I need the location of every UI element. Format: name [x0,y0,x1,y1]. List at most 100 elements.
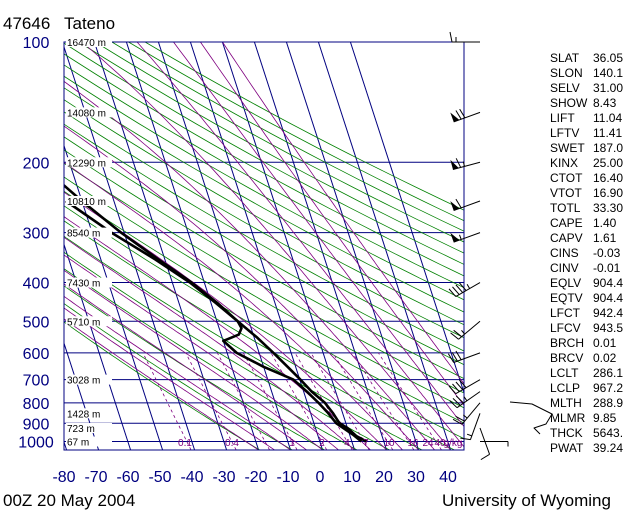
index-name: SLAT [550,51,580,65]
mixing-ratio-label: 4 [344,438,350,449]
index-name: CINS [550,246,579,260]
wind-barb [479,427,491,461]
height-label-bg [66,107,112,118]
moist-adiabat [136,42,464,448]
wind-barb [460,413,481,441]
isotherm-line [317,42,452,450]
pressure-tick-label: 600 [23,346,50,363]
index-value: 187.0 [593,141,623,155]
wind-barb [450,198,481,212]
pressure-tick-label: 700 [23,373,50,390]
moist-adiabat [64,307,275,450]
height-label: 723 m [67,424,95,435]
moist-adiabat [64,80,435,450]
height-label-bg [66,316,112,327]
dry-adiabat [64,176,464,409]
index-value: 31.00 [593,81,623,95]
temperature-line [64,183,368,443]
height-label: 7430 m [67,279,100,290]
wind-barb [450,158,481,171]
mixing-ratio-line [270,352,328,450]
moist-adiabat [81,42,451,450]
mixing-ratio-label: 1 [289,438,295,449]
sounding-profiles [64,183,368,443]
dry-adiabat [64,149,464,380]
height-label-bg [66,227,112,238]
isotherm-line [189,42,324,450]
isotherm-line [64,45,196,450]
isotherm-line [64,144,164,450]
temperature-tick-label: 30 [407,469,425,486]
index-value: 16.90 [593,186,623,200]
index-value: 286.1 [593,366,623,380]
temperature-tick-label: 0 [316,469,325,486]
dry-adiabat [64,220,455,450]
height-label-bg [66,277,112,288]
moist-adiabat [64,318,259,450]
mixing-ratio-label: 16 [407,438,419,449]
index-value: 11.41 [593,126,622,140]
pressure-tick-label: 500 [23,314,50,331]
mixing-ratio-line [294,352,353,450]
index-name: LFTV [550,126,579,140]
wind-barb [449,391,481,409]
temperature-tick-label: -30 [212,469,235,486]
height-label: 16470 m [67,38,106,49]
index-value: 25.00 [593,156,623,170]
dry-adiabat [64,42,464,265]
index-name: LCLT [550,366,579,380]
index-name: BRCH [550,336,584,350]
wind-barb [447,350,481,363]
wind-barb [480,441,509,447]
index-name: MLMR [550,411,586,425]
index-name: CAPE [550,216,583,230]
index-name: LCLP [550,381,580,395]
station-id: 47646 [3,14,51,33]
mixing-ratio-label: 2 [319,438,325,449]
index-value: 140.1 [593,66,623,80]
temperature-tick-label: 10 [343,469,361,486]
wind-barb [448,282,481,297]
dry-adiabat [95,42,464,243]
dry-adiabat [64,136,464,366]
moist-adiabat [200,42,464,407]
index-value: 0.01 [593,336,617,350]
index-value: 9.85 [593,411,617,425]
dry-adiabat [64,87,464,313]
height-label: 8540 m [67,229,100,240]
moist-adiabat [64,125,419,450]
height-label: 3028 m [67,376,100,387]
dry-adiabat [128,42,464,222]
mixing-ratio-line [185,352,237,450]
index-name: EQLV [550,276,581,290]
height-label-bg [66,408,112,419]
index-name: VTOT [550,186,582,200]
index-value: 33.30 [593,201,623,215]
height-label-bg [66,436,112,447]
height-label-bg [66,374,112,385]
dry-adiabat [64,64,464,289]
temperature-tick-label: -80 [52,469,75,486]
dry-adiabat [64,75,464,301]
height-label: 14080 m [67,108,106,119]
indices-table: SLAT 36.05 SLON 140.1 SELV 31.00 SHOW 8.43 LIFT 1… [550,51,623,455]
dry-adiabat [64,235,423,450]
wind-barb [450,320,481,340]
hodograph [509,401,553,435]
dry-adiabat [78,42,464,254]
index-name: TOTL [550,201,581,215]
mixing-ratio-label: 24 [422,438,434,449]
mixing-ratio-label: 40 [434,438,446,449]
index-value: 967.2 [593,381,623,395]
index-value: 5643. [593,426,623,440]
pressure-tick-label: 300 [23,226,50,243]
index-value: 39.24 [593,441,623,455]
isotherm-line [157,42,292,450]
index-name: BRCV [550,351,583,365]
index-name: MLTH [550,396,582,410]
moist-adiabat [173,42,464,428]
height-label-bg [66,423,112,434]
station-name: Tateno [64,14,116,33]
dry-adiabat [64,321,260,450]
